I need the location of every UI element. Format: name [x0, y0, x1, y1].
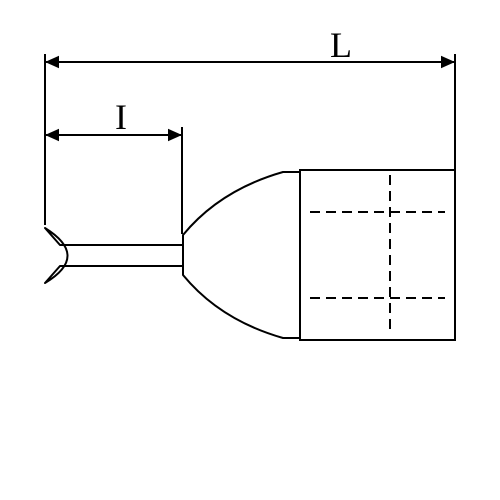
- drawing-svg: [0, 0, 500, 500]
- dimension-label-I: I: [115, 96, 127, 138]
- dimension-label-L: L: [330, 24, 352, 66]
- technical-drawing: L I: [0, 0, 500, 500]
